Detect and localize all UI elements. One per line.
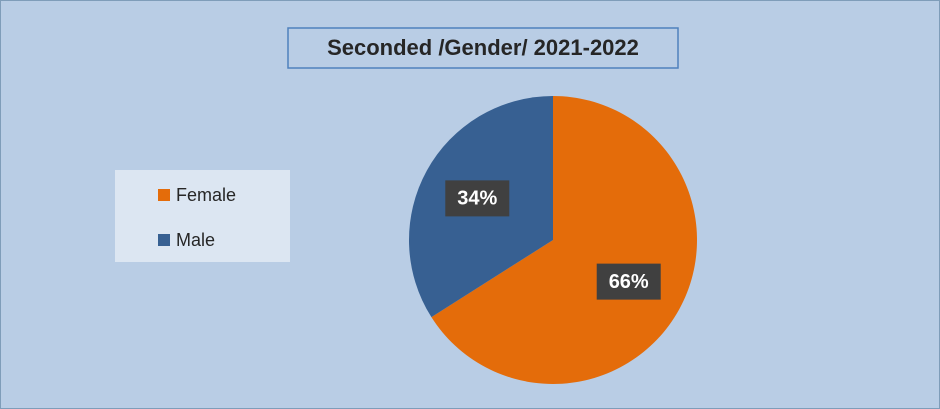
pie-slice	[431, 96, 697, 384]
legend-swatch	[158, 234, 170, 246]
chart-title: Seconded /Gender/ 2021-2022	[327, 35, 639, 60]
data-label-box	[445, 180, 510, 217]
legend-box	[115, 170, 290, 262]
title-box	[287, 27, 679, 69]
legend-label: Male	[176, 230, 215, 250]
data-label: 34%	[457, 188, 497, 210]
legend-swatch	[158, 189, 170, 201]
data-label: 66%	[609, 271, 649, 293]
legend-label: Female	[176, 185, 236, 205]
data-label-box	[596, 263, 661, 300]
